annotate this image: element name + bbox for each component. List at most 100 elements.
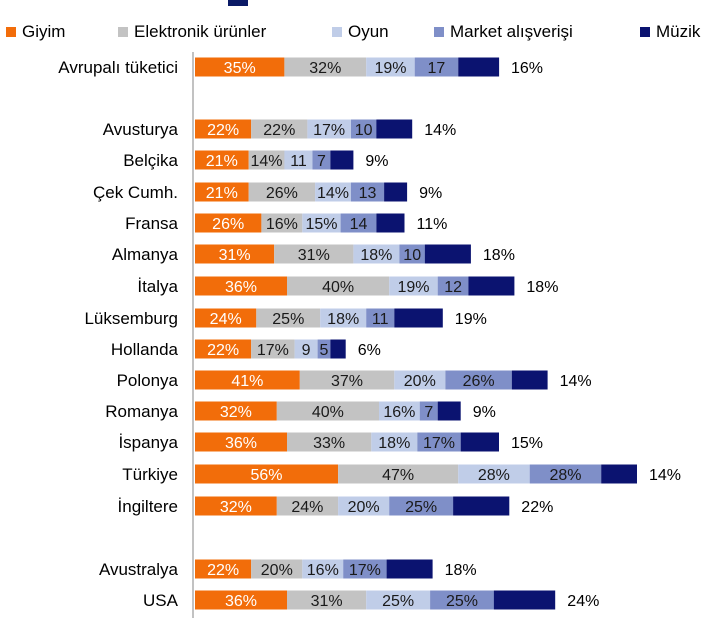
data-label: 25% <box>272 311 304 328</box>
data-label: 24% <box>210 311 242 328</box>
data-label: 12 <box>444 279 462 296</box>
bar-segment <box>417 432 461 452</box>
bar-segment <box>261 213 303 233</box>
bar-segment <box>437 401 461 421</box>
bar-segment <box>276 496 339 516</box>
data-label: 16% <box>307 562 339 579</box>
data-label: 16% <box>266 216 298 233</box>
data-label: 15% <box>511 435 543 452</box>
data-label: 36% <box>225 279 257 296</box>
data-label: 16% <box>383 404 415 421</box>
data-label: 40% <box>312 404 344 421</box>
bar-segment <box>274 244 354 264</box>
category-label: Hollanda <box>111 340 179 359</box>
data-label: 19% <box>374 60 406 77</box>
bar-segment <box>195 464 339 484</box>
data-label: 6% <box>358 342 381 359</box>
bar-segment <box>601 464 637 484</box>
data-label: 19% <box>397 279 429 296</box>
bar-segment <box>302 213 341 233</box>
legend-label: Oyun <box>348 22 389 41</box>
data-label: 26% <box>266 185 298 202</box>
bar-segment <box>453 496 510 516</box>
data-label: 14% <box>649 467 681 484</box>
bar-segment <box>284 57 367 77</box>
legend-label: Elektronik ürünler <box>134 22 267 41</box>
bar-segment <box>350 182 385 202</box>
bar-segment <box>414 57 459 77</box>
data-label: 18% <box>378 435 410 452</box>
bar-segment <box>302 559 344 579</box>
data-label: 17% <box>313 122 345 139</box>
data-label: 18% <box>483 247 515 264</box>
data-label: 37% <box>331 373 363 390</box>
bar-segment <box>195 119 252 139</box>
data-label: 18% <box>445 562 477 579</box>
category-label: Avusturya <box>103 120 179 139</box>
bar-segment <box>493 590 556 610</box>
bar-segment <box>338 464 459 484</box>
data-label: 7 <box>317 153 326 170</box>
data-label: 21% <box>206 153 238 170</box>
data-label: 20% <box>261 562 293 579</box>
bar-segment <box>195 244 275 264</box>
bar-segment <box>320 308 367 328</box>
bar-segment <box>312 150 331 170</box>
bar-segment <box>511 370 548 390</box>
category-label: İspanya <box>118 433 178 452</box>
data-label: 19% <box>455 311 487 328</box>
data-label: 18% <box>360 247 392 264</box>
category-label: Belçika <box>123 151 178 170</box>
category-label: Romanya <box>105 402 178 421</box>
data-label: 20% <box>404 373 436 390</box>
bar-segment <box>376 213 405 233</box>
data-label: 41% <box>231 373 263 390</box>
bar-segment <box>248 150 285 170</box>
data-label: 32% <box>220 404 252 421</box>
legend-item-2: Oyun <box>332 22 389 42</box>
data-label: 22% <box>521 499 553 516</box>
bar-segment <box>195 150 249 170</box>
data-label: 36% <box>225 593 257 610</box>
data-label: 26% <box>463 373 495 390</box>
data-label: 33% <box>313 435 345 452</box>
bar-segment <box>389 496 454 516</box>
data-label: 14 <box>350 216 368 233</box>
category-label: Fransa <box>125 214 178 233</box>
bar-segment <box>195 432 287 452</box>
data-label: 22% <box>263 122 295 139</box>
data-label: 21% <box>206 185 238 202</box>
data-label: 25% <box>446 593 478 610</box>
data-label: 22% <box>207 122 239 139</box>
category-label: Türkiye <box>122 465 178 484</box>
bar-segment <box>195 496 277 516</box>
category-label: İngiltere <box>118 497 178 516</box>
legend-swatch <box>332 27 342 37</box>
bar-segment <box>195 559 252 579</box>
data-label: 28% <box>549 467 581 484</box>
legend-label: Market alışverişi <box>450 22 573 41</box>
bar-segment <box>256 308 321 328</box>
data-label: 14% <box>424 122 456 139</box>
bar-segment <box>294 339 318 359</box>
bar-segment <box>394 370 446 390</box>
data-label: 14% <box>560 373 592 390</box>
category-label: Lüksemburg <box>84 309 178 328</box>
bar-segment <box>343 559 387 579</box>
bar-segment <box>376 119 413 139</box>
category-label: Çek Cumh. <box>93 183 178 202</box>
bar-segment <box>468 276 515 296</box>
data-label: 31% <box>311 593 343 610</box>
bar-segment <box>307 119 351 139</box>
bar-segment <box>340 213 377 233</box>
data-label: 31% <box>298 247 330 264</box>
bar-segment <box>371 432 418 452</box>
bar-segment <box>389 276 438 296</box>
data-label: 28% <box>478 467 510 484</box>
bar-segment <box>251 559 303 579</box>
data-label: 22% <box>207 562 239 579</box>
category-label: Avrupalı tüketici <box>58 58 178 77</box>
data-label: 11% <box>417 216 448 233</box>
legend-label: Müzik <box>656 22 701 41</box>
bar-segment <box>366 57 415 77</box>
